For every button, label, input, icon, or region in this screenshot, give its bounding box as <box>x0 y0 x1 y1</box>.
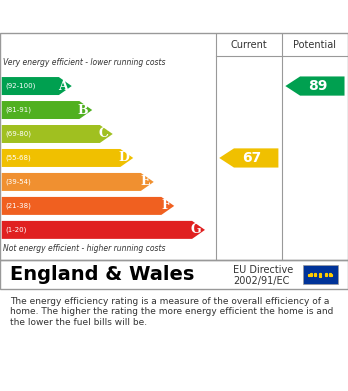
Text: 2002/91/EC: 2002/91/EC <box>233 276 290 285</box>
Text: Energy Efficiency Rating: Energy Efficiency Rating <box>7 5 254 24</box>
Text: B: B <box>78 104 88 117</box>
Text: (81-91): (81-91) <box>5 107 31 113</box>
Text: (69-80): (69-80) <box>5 131 31 137</box>
Text: G: G <box>190 223 201 237</box>
Text: (55-68): (55-68) <box>5 155 31 161</box>
Polygon shape <box>2 173 154 191</box>
Text: (1-20): (1-20) <box>5 227 26 233</box>
Polygon shape <box>285 77 345 96</box>
Text: The energy efficiency rating is a measure of the overall efficiency of a home. T: The energy efficiency rating is a measur… <box>10 297 334 326</box>
Text: A: A <box>58 79 68 93</box>
Text: EU Directive: EU Directive <box>233 265 293 275</box>
Text: E: E <box>140 176 150 188</box>
Bar <box>303 265 338 284</box>
Text: England & Wales: England & Wales <box>10 265 195 284</box>
Text: (21-38): (21-38) <box>5 203 31 209</box>
Text: 89: 89 <box>308 79 327 93</box>
Polygon shape <box>2 197 174 215</box>
Polygon shape <box>219 148 278 168</box>
Text: Current: Current <box>230 39 267 50</box>
Text: 67: 67 <box>242 151 261 165</box>
Polygon shape <box>2 125 113 143</box>
Polygon shape <box>2 221 205 239</box>
Polygon shape <box>2 101 92 119</box>
Text: D: D <box>118 151 129 165</box>
Polygon shape <box>2 77 72 95</box>
Polygon shape <box>2 149 133 167</box>
Text: (39-54): (39-54) <box>5 179 31 185</box>
Text: (92-100): (92-100) <box>5 83 35 89</box>
Text: F: F <box>161 199 171 212</box>
Text: Very energy efficient - lower running costs: Very energy efficient - lower running co… <box>3 58 166 67</box>
Text: Potential: Potential <box>293 39 337 50</box>
Text: C: C <box>99 127 109 140</box>
Text: Not energy efficient - higher running costs: Not energy efficient - higher running co… <box>3 244 166 253</box>
